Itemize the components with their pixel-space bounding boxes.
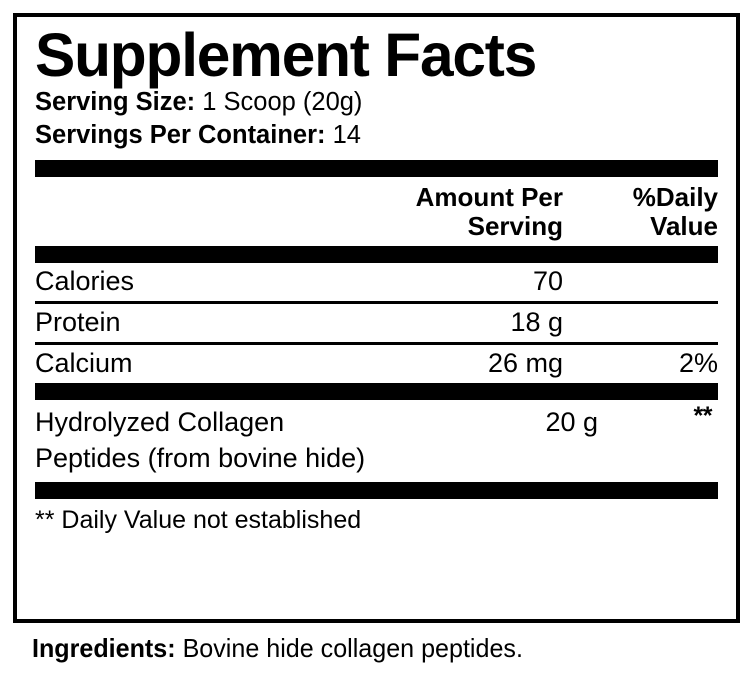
servings-per-container-label: Servings Per Container: [35,121,326,150]
table-row: Protein 18 g [35,304,718,342]
supplement-facts-panel: Supplement Facts Serving Size: 1 Scoop (… [13,13,740,623]
daily-value-footnote: ** Daily Value not established [35,506,362,535]
blend-name: Hydrolyzed Collagen Peptides (from bovin… [35,405,455,477]
blend-daily-value: ** [693,402,713,431]
daily-value-header-line1: %Daily [632,182,718,213]
amount-per-serving-header-line1: Amount Per [415,182,563,213]
amount-per-serving-header: Amount Per Serving [295,183,563,241]
divider-thick-footnote-top [35,482,718,500]
nutrient-amount: 26 mg [487,348,563,379]
blend-amount: 20 g [545,407,598,438]
ingredients-line: Ingredients: Bovine hide collagen peptid… [32,633,708,664]
daily-value-header-line2: Value [650,211,718,242]
nutrient-amount: 70 [532,266,563,297]
serving-size-value: 1 Scoop (20g) [202,87,363,116]
ingredients-text: Bovine hide collagen peptides. [182,633,523,663]
blend-name-line1: Hydrolyzed Collagen [35,407,285,438]
table-row: Calories 70 [35,263,718,301]
table-row: Calcium 26 mg 2% [35,345,718,383]
column-headers: Amount Per Serving %Daily Value [35,177,718,246]
nutrient-name: Calcium [35,350,133,378]
page-title: Supplement Facts [35,21,537,89]
blend-name-line2: Peptides (from bovine hide) [35,443,366,474]
divider-thick-headers [35,246,718,264]
divider-thick-top [35,160,718,178]
nutrient-amount: 18 g [510,307,563,338]
nutrient-name: Protein [35,309,121,337]
servings-per-container-line: Servings Per Container: 14 [35,120,718,151]
serving-size-line: Serving Size: 1 Scoop (20g) [35,87,718,118]
table-row-blend: 20 g ** Hydrolyzed Collagen Peptides (fr… [35,400,718,482]
divider-thin-2 [35,342,718,346]
nutrient-name: Calories [35,268,135,296]
amount-per-serving-header-line2: Serving [467,211,563,242]
ingredients-label: Ingredients: [32,633,176,663]
divider-thick-blend-top [35,383,718,401]
serving-size-label: Serving Size: [35,87,196,116]
servings-per-container-value: 14 [332,121,361,150]
divider-thin-1 [35,301,718,305]
nutrient-daily-value: 2% [678,348,718,379]
daily-value-header: %Daily Value [563,183,718,241]
